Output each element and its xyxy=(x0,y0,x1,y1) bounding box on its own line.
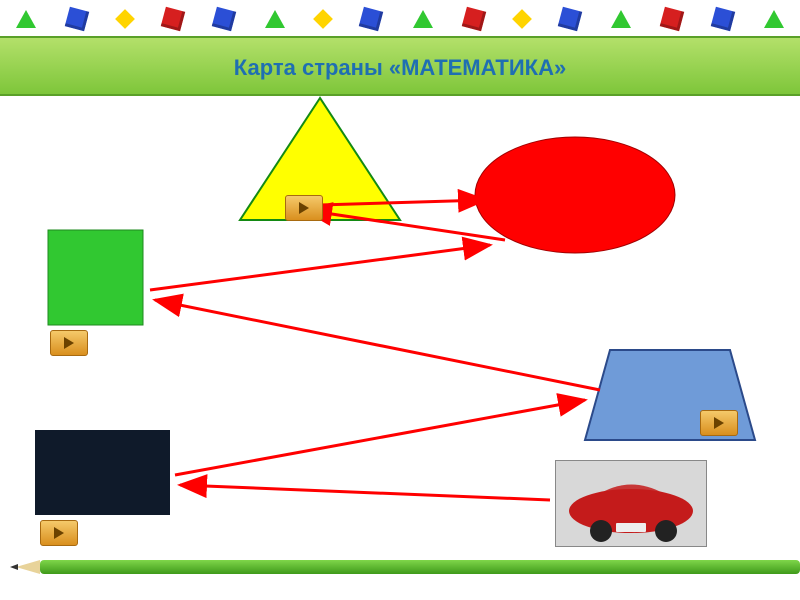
pencil-divider xyxy=(40,560,800,574)
triangle-decor-icon xyxy=(265,10,285,28)
cube-decor-icon xyxy=(64,7,88,31)
dark-rectangle xyxy=(35,430,170,515)
arrow-4 xyxy=(155,300,600,390)
diamond-decor-icon xyxy=(512,9,532,29)
arrow-1 xyxy=(320,200,485,205)
decor-strip xyxy=(0,4,800,34)
play-icon xyxy=(299,202,309,214)
green-square-play[interactable] xyxy=(50,330,88,356)
triangle-play[interactable] xyxy=(285,195,323,221)
slide-stage: Карта страны «МАТЕМАТИКА» xyxy=(0,0,800,600)
diamond-decor-icon xyxy=(313,9,333,29)
triangle-decor-icon xyxy=(16,10,36,28)
cube-decor-icon xyxy=(212,7,236,31)
triangle-decor-icon xyxy=(611,10,631,28)
car-svg xyxy=(556,461,706,546)
title-bar: Карта страны «МАТЕМАТИКА» xyxy=(0,36,800,96)
play-icon xyxy=(54,527,64,539)
pencil-lead xyxy=(10,564,18,570)
trapezoid-play[interactable] xyxy=(700,410,738,436)
arrow-2 xyxy=(305,210,505,240)
play-icon xyxy=(64,337,74,349)
triangle-decor-icon xyxy=(764,10,784,28)
play-icon xyxy=(714,417,724,429)
cube-decor-icon xyxy=(161,7,185,31)
arrow-6 xyxy=(180,485,550,500)
diamond-decor-icon xyxy=(115,9,135,29)
pencil-tip xyxy=(16,560,40,574)
arrow-3 xyxy=(150,245,490,290)
triangle-decor-icon xyxy=(413,10,433,28)
cube-decor-icon xyxy=(359,7,383,31)
cube-decor-icon xyxy=(711,7,735,31)
dark-rect-play[interactable] xyxy=(40,520,78,546)
cube-decor-icon xyxy=(461,7,485,31)
green-square xyxy=(48,230,143,325)
cube-decor-icon xyxy=(558,7,582,31)
red-ellipse xyxy=(475,137,675,253)
cube-decor-icon xyxy=(660,7,684,31)
car-image xyxy=(555,460,707,547)
slide-title: Карта страны «МАТЕМАТИКА» xyxy=(234,55,566,80)
arrow-5 xyxy=(175,400,585,475)
